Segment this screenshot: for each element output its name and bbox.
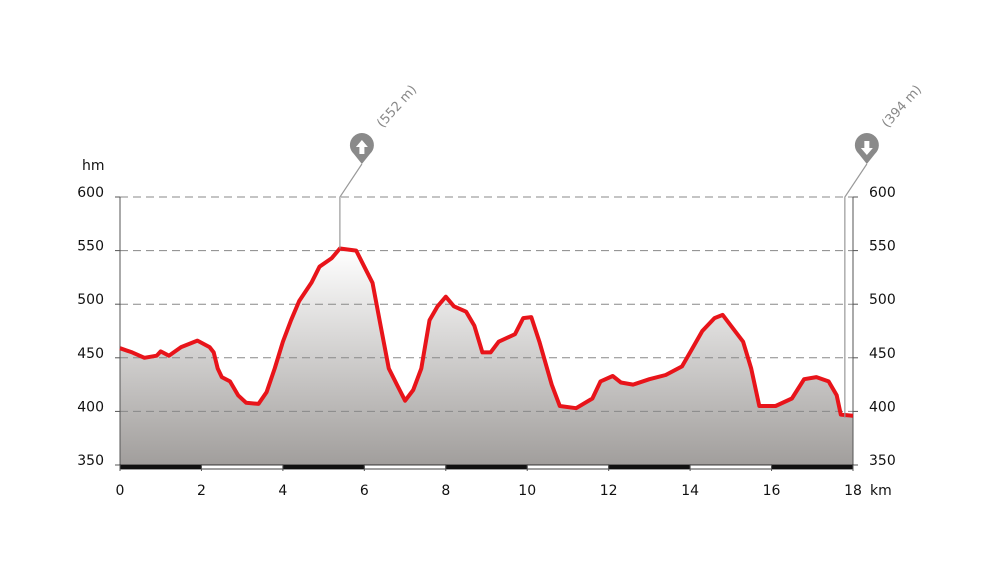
y2-tick-label: 350: [869, 453, 896, 469]
annotation-leader: [844, 163, 868, 418]
annotation-leader: [339, 163, 363, 249]
scale-bar-segment: [282, 464, 365, 470]
scale-bar-segment: [771, 464, 854, 470]
scale-bar-segment: [689, 464, 772, 470]
scale-bar-segment: [363, 464, 447, 470]
x-tick-label: 14: [681, 483, 699, 499]
x-tick-label: 4: [278, 483, 287, 499]
x-tick-label: 2: [197, 483, 206, 499]
scale-bar-segment: [119, 464, 202, 470]
elevation-line: [119, 246, 854, 418]
x-tick-label: 12: [600, 483, 618, 499]
annotation-icon: [355, 140, 368, 154]
area-fill: [120, 248, 853, 465]
y2-tick-label: 500: [869, 292, 896, 308]
annotation-icon: [860, 141, 873, 155]
y2-tick-label: 450: [869, 346, 896, 362]
y-tick-label: 450: [77, 346, 104, 362]
y-tick-label: 550: [77, 239, 104, 255]
annotation-label: (394 m): [879, 83, 925, 132]
y-tick-label: 400: [77, 399, 104, 415]
y2-tick-label: 600: [869, 185, 896, 201]
x-tick-label: 18: [844, 483, 862, 499]
scale-bar-segment: [608, 464, 691, 470]
scale-bar-segment: [201, 464, 284, 470]
y2-tick-label: 550: [869, 239, 896, 255]
y-tick-label: 600: [77, 185, 104, 201]
y-axis-label: hm: [82, 158, 105, 174]
x-axis-label: km: [870, 483, 892, 499]
x-tick-label: 8: [441, 483, 450, 499]
annotation-label: (552 m): [374, 83, 420, 132]
y-tick-label: 350: [77, 453, 104, 469]
y-tick-label: 500: [77, 292, 104, 308]
y2-tick-label: 400: [869, 399, 896, 415]
x-tick-label: 6: [360, 483, 369, 499]
x-tick-label: 10: [518, 483, 536, 499]
x-tick-label: 16: [763, 483, 781, 499]
scale-bar-segment: [445, 464, 528, 470]
scale-bar-segment: [526, 464, 610, 470]
x-tick-label: 0: [116, 483, 125, 499]
